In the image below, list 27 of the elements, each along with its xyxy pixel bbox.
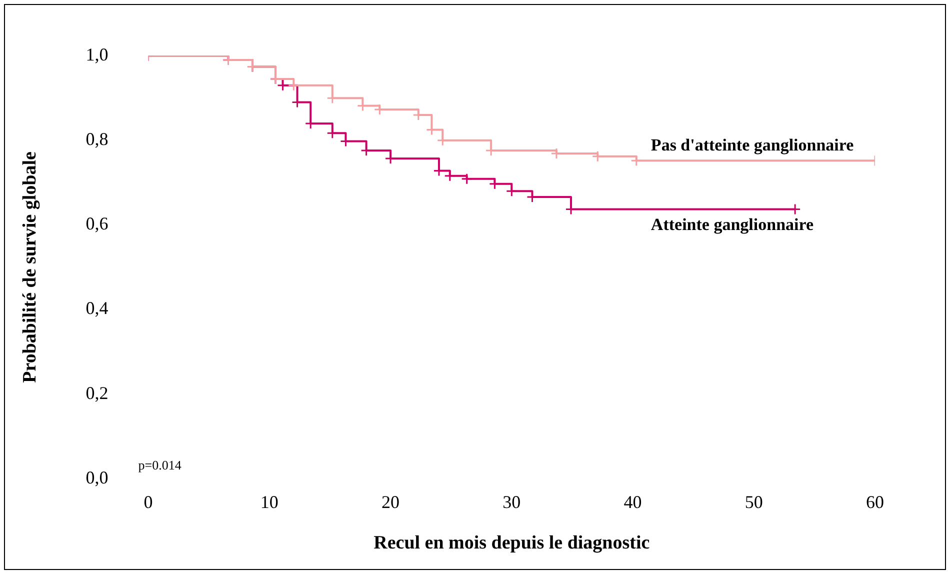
point (326, 127, 338, 139)
y-tick-label: 0,8 (86, 129, 108, 150)
point (592, 150, 604, 162)
series-label: Atteinte ganglionnaire (650, 215, 814, 234)
x-tick-label: 10 (260, 492, 278, 512)
x-tick-label: 50 (744, 492, 763, 512)
point (326, 92, 338, 104)
x-axis-title: Recul en mois depuis le diagnostic (374, 532, 650, 554)
y-tick-label: 1,0 (86, 44, 108, 65)
point (630, 154, 642, 166)
point (288, 80, 300, 92)
annotation: p=0.014 (138, 458, 182, 473)
y-tick-label: 0,2 (86, 382, 108, 403)
y-tick-label: 0,0 (86, 467, 108, 488)
y-axis-title: Probabilité de survie globale (19, 152, 40, 383)
point (436, 134, 448, 146)
x-tick-label: 40 (624, 492, 642, 512)
y-tick-label: 0,6 (86, 214, 108, 234)
x-tick-label: 0 (144, 492, 153, 512)
point (506, 185, 518, 197)
series-label: Pas d'atteinte ganglionnaire (650, 136, 854, 155)
x-tick-label: 20 (382, 492, 400, 512)
y-tick-label: 0,4 (86, 298, 108, 318)
point (461, 173, 473, 185)
point (444, 170, 456, 182)
x-tick-label: 30 (502, 492, 521, 512)
x-tick-label: 60 (866, 492, 884, 512)
